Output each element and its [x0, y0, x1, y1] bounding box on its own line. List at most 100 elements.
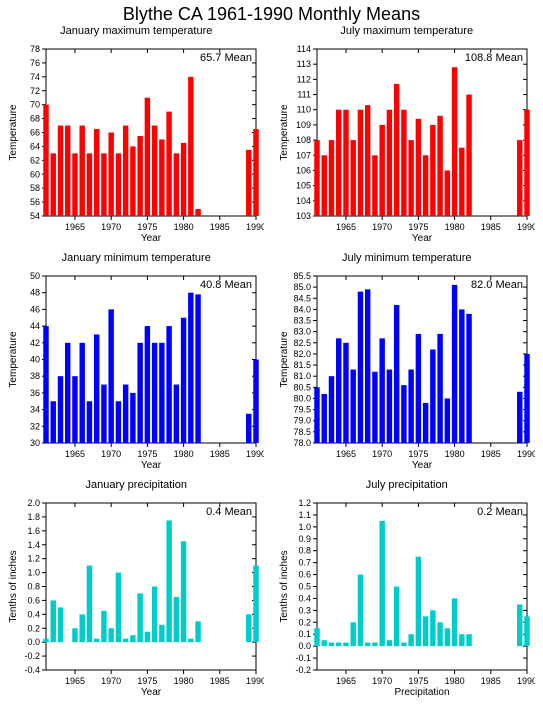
svg-text:1.6: 1.6	[27, 526, 40, 536]
svg-text:1.1: 1.1	[298, 510, 311, 520]
main-title: Blythe CA 1961-1990 Monthly Means	[0, 4, 543, 25]
bar	[386, 370, 391, 443]
mean-label: 0.2 Mean	[477, 506, 523, 518]
svg-text:113: 113	[296, 59, 310, 69]
svg-text:38: 38	[30, 371, 40, 381]
svg-text:Precipitation: Precipitation	[394, 687, 449, 698]
svg-text:1.8: 1.8	[27, 512, 40, 522]
bar	[415, 119, 420, 216]
svg-text:85.5: 85.5	[293, 271, 311, 281]
svg-text:48: 48	[30, 288, 40, 298]
bar	[343, 343, 348, 443]
bar	[123, 385, 128, 443]
svg-text:1990: 1990	[246, 449, 264, 459]
svg-text:1975: 1975	[408, 676, 428, 686]
svg-text:81.5: 81.5	[293, 360, 311, 370]
svg-text:2.0: 2.0	[27, 498, 40, 508]
svg-text:Temperature: Temperature	[8, 331, 19, 388]
svg-text:78: 78	[30, 44, 40, 54]
bar	[72, 628, 77, 642]
bar	[430, 610, 435, 646]
svg-text:1975: 1975	[137, 449, 157, 459]
bar	[152, 587, 157, 643]
bar	[386, 110, 391, 216]
bar	[415, 334, 420, 443]
bar	[101, 385, 106, 443]
bar	[116, 573, 121, 643]
svg-text:58: 58	[30, 183, 40, 193]
bar	[314, 140, 319, 216]
bar	[166, 520, 171, 642]
bar	[422, 403, 427, 443]
bar	[321, 394, 326, 443]
svg-text:Year: Year	[141, 460, 162, 471]
bar	[101, 611, 106, 642]
bar	[145, 98, 150, 216]
bar	[357, 575, 362, 647]
chart-svg: 78.078.579.079.580.080.581.081.582.082.5…	[275, 266, 535, 471]
svg-text:32: 32	[30, 421, 40, 431]
svg-text:0.6: 0.6	[27, 595, 40, 605]
bar	[459, 148, 464, 216]
svg-text:1990: 1990	[516, 449, 534, 459]
svg-text:80.5: 80.5	[293, 382, 311, 392]
bar	[350, 140, 355, 216]
svg-text:1965: 1965	[335, 676, 355, 686]
bar	[246, 414, 251, 443]
svg-text:1980: 1980	[174, 449, 194, 459]
bar	[524, 354, 529, 443]
bar	[328, 643, 333, 647]
svg-text:1.2: 1.2	[27, 554, 40, 564]
bar	[401, 385, 406, 443]
bar	[459, 309, 464, 443]
svg-text:1.2: 1.2	[298, 498, 311, 508]
bar	[181, 541, 186, 642]
bar	[65, 343, 70, 443]
panel-title: July maximum temperature	[275, 25, 540, 37]
bar	[43, 639, 48, 642]
chart-panel: July precipitation-0.2-0.10.00.10.20.30.…	[275, 479, 540, 698]
bar	[444, 170, 449, 216]
svg-text:1975: 1975	[408, 449, 428, 459]
chart-svg: -0.4-0.20.00.20.40.60.81.01.21.41.61.82.…	[4, 493, 264, 698]
svg-text:60: 60	[30, 169, 40, 179]
bar	[415, 557, 420, 646]
bar	[58, 376, 63, 443]
chart-svg: -0.2-0.10.00.10.20.30.40.50.60.70.80.91.…	[275, 493, 535, 698]
bar	[253, 129, 258, 216]
svg-text:Year: Year	[411, 233, 432, 244]
svg-text:Temperature: Temperature	[279, 331, 290, 388]
bar	[108, 309, 113, 443]
svg-text:83.5: 83.5	[293, 316, 311, 326]
svg-text:0.2: 0.2	[298, 617, 311, 627]
svg-text:1.0: 1.0	[27, 568, 40, 578]
svg-text:1980: 1980	[444, 449, 464, 459]
svg-text:1965: 1965	[65, 676, 85, 686]
bar	[253, 360, 258, 444]
bar	[430, 125, 435, 216]
svg-text:40: 40	[30, 355, 40, 365]
bar	[166, 326, 171, 443]
bar	[466, 95, 471, 216]
bar	[357, 110, 362, 216]
bar	[393, 587, 398, 647]
bar	[166, 112, 171, 216]
bar	[94, 129, 99, 216]
svg-text:44: 44	[30, 321, 40, 331]
bar	[145, 326, 150, 443]
chart-grid: January maximum temperature5456586062646…	[0, 25, 543, 706]
svg-text:-0.1: -0.1	[295, 653, 311, 663]
bar	[451, 67, 456, 216]
bar	[466, 634, 471, 646]
bar	[51, 401, 56, 443]
bar	[145, 632, 150, 642]
bar	[159, 625, 164, 642]
bar	[372, 155, 377, 216]
svg-text:0.4: 0.4	[27, 609, 40, 619]
svg-text:1975: 1975	[408, 222, 428, 232]
svg-text:1970: 1970	[101, 449, 121, 459]
svg-text:0.8: 0.8	[27, 582, 40, 592]
svg-text:0.2: 0.2	[27, 623, 40, 633]
bar	[386, 640, 391, 646]
bar	[195, 209, 200, 216]
